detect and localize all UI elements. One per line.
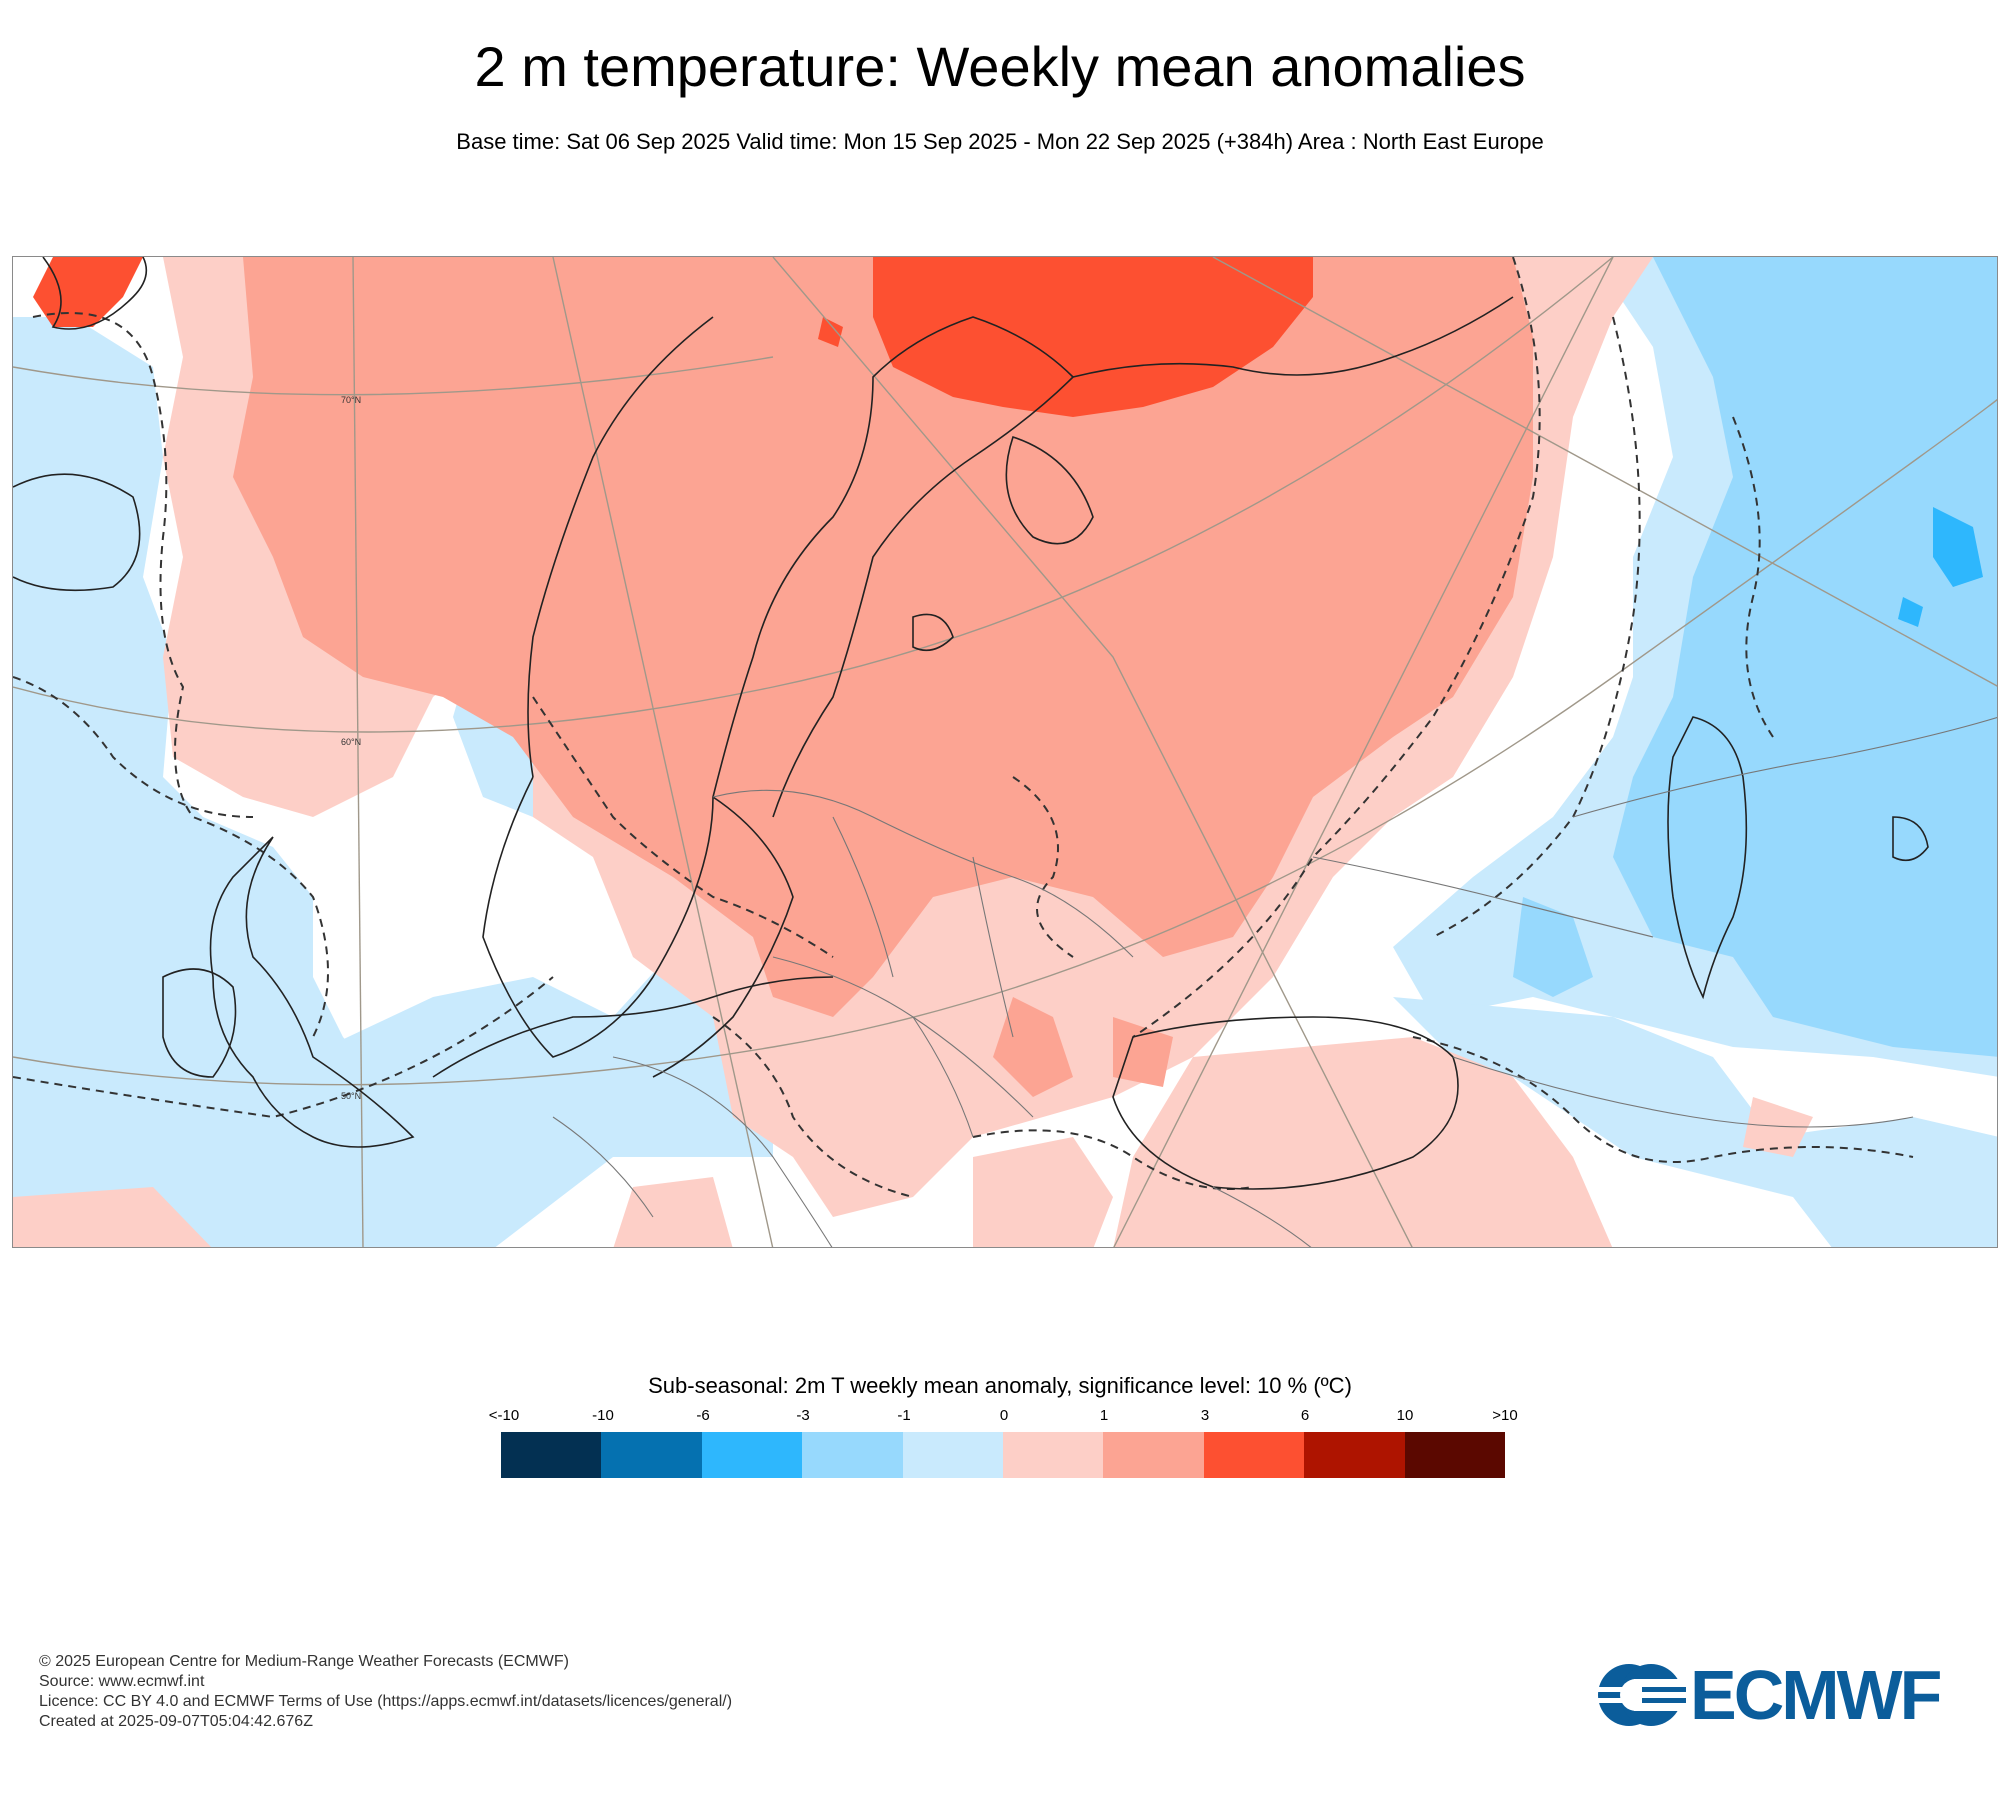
graticule-label-50n: 50°N [341,1091,361,1101]
significance-contours [13,257,1914,1198]
chart-subtitle: Base time: Sat 06 Sep 2025 Valid time: M… [456,129,1544,154]
colorbar-swatch [1404,1432,1506,1478]
anomaly-region-salmon [233,257,1533,1097]
colorbar-tick-label: 10 [1396,1407,1414,1424]
ecmwf-logo-text: ECMWF [1690,1656,1942,1734]
colorbar-swatch [601,1432,702,1478]
colorbar-swatch [501,1432,602,1478]
colorbar-tick-label: 1 [1099,1407,1109,1424]
colorbar-swatch [1003,1432,1104,1478]
colorbar-tick-label: <-10 [488,1407,520,1424]
graticule-label-60n: 60°N [341,737,361,747]
graticule [13,257,1997,1247]
colorbar [501,1432,1506,1478]
colorbar-swatch [902,1432,1004,1478]
anomaly-region-mid-blue [1513,257,1997,1057]
colorbar-tick-label: >10 [1492,1407,1518,1424]
country-borders [552,717,1997,1247]
anomaly-region-dark-blue [1898,507,1983,627]
colorbar-tick-label: -10 [592,1407,614,1424]
colorbar-tick-labels: <-10 -10 -6 -3 -1 0 1 3 6 10 >10 [0,1406,2000,1428]
colorbar-tick-label: -1 [897,1407,911,1424]
colorbar-swatch [1103,1432,1204,1478]
colorbar-swatch [1304,1432,1405,1478]
footer-copyright: © 2025 European Centre for Medium-Range … [39,1653,569,1670]
footer-created: Created at 2025-09-07T05:04:42.676Z [39,1713,313,1730]
colorbar-swatch [701,1432,803,1478]
footer-credits: © 2025 European Centre for Medium-Range … [39,1652,732,1732]
map-canvas: 70°N 60°N 50°N [13,257,1997,1247]
ecmwf-logo: ECMWF [1594,1660,1974,1730]
colorbar-tick-label: 6 [1300,1407,1310,1424]
chart-title: 2 m temperature: Weekly mean anomalies [474,35,1526,98]
colorbar-swatch [1203,1432,1305,1478]
colorbar-tick-label: 3 [1200,1407,1210,1424]
colorbar-tick-label: 0 [999,1407,1009,1424]
colorbar-tick-label: -6 [696,1407,710,1424]
footer-source: Source: www.ecmwf.int [39,1673,205,1690]
anomaly-map: 70°N 60°N 50°N [12,256,1998,1248]
ecmwf-logo-icon [1594,1664,1686,1726]
colorbar-tick-label: -3 [796,1407,810,1424]
legend-title: Sub-seasonal: 2m T weekly mean anomaly, … [648,1373,1352,1398]
footer-licence: Licence: CC BY 4.0 and ECMWF Terms of Us… [39,1693,733,1710]
graticule-label-70n: 70°N [341,395,361,405]
coastlines [13,257,1929,1190]
colorbar-swatch [802,1432,903,1478]
